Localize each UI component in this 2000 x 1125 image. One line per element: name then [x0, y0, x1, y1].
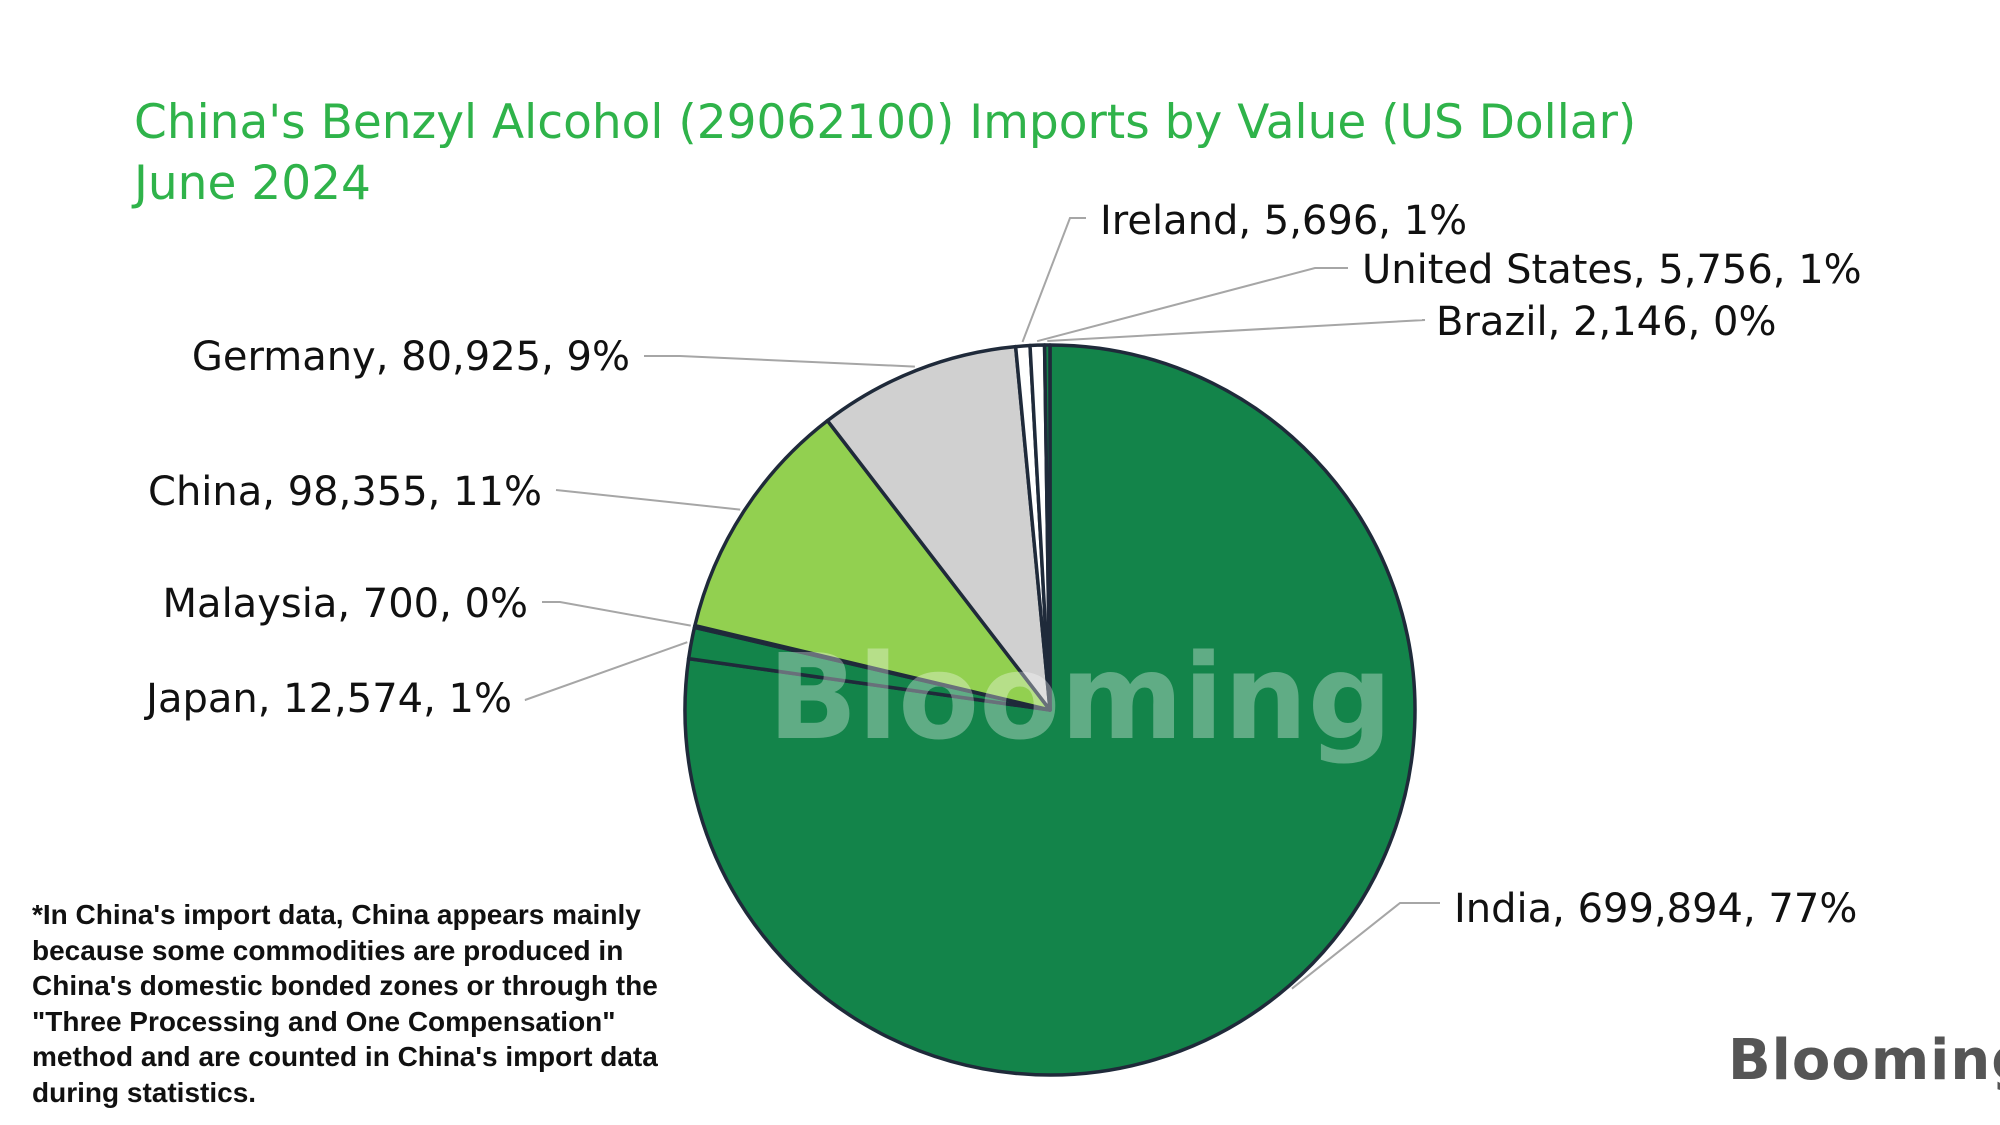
chart-title-line-1: China's Benzyl Alcohol (29062100) Import… [134, 95, 1637, 150]
data-label-united-states: United States, 5,756, 1% [1362, 247, 1862, 293]
pie-slice-germany [825, 344, 1052, 712]
data-label-brazil: Brazil, 2,146, 0% [1436, 299, 1776, 345]
pie-slices [683, 343, 1417, 1077]
data-labels: India, 699,894, 77% Japan, 12,574, 1% Mala… [143, 198, 1862, 932]
leader-line-india [1291, 902, 1440, 990]
pie-slice-brazil [1042, 343, 1052, 712]
chart-title: China's Benzyl Alcohol (29062100) Import… [134, 92, 1636, 214]
data-label-ireland: Ireland, 5,696, 1% [1100, 198, 1467, 244]
data-label-germany: Germany, 80,925, 9% [192, 334, 630, 380]
chart-title-line-2: June 2024 [134, 156, 371, 211]
leader-line-china [555, 489, 741, 511]
data-label-malaysia: Malaysia, 700, 0% [163, 581, 528, 627]
leader-line-germany [644, 355, 915, 368]
data-label-india: India, 699,894, 77% [1454, 886, 1857, 932]
leader-line-brazil [1047, 319, 1426, 342]
footnote: *In China's import data, China appears m… [32, 899, 658, 1108]
watermark: Blooming [768, 628, 1392, 766]
leader-line-united-states [1036, 267, 1348, 343]
leader-lines [524, 217, 1440, 990]
pie-slice-china [693, 418, 1052, 712]
leader-line-malaysia [542, 601, 691, 627]
pie-slice-india [683, 343, 1417, 1077]
brand-logo: Blooming [1728, 1028, 2000, 1093]
leader-line-ireland [1021, 217, 1086, 343]
leader-line-japan [524, 641, 688, 701]
data-label-china: China, 98,355, 11% [148, 469, 542, 515]
data-label-japan: Japan, 12,574, 1% [143, 676, 512, 722]
